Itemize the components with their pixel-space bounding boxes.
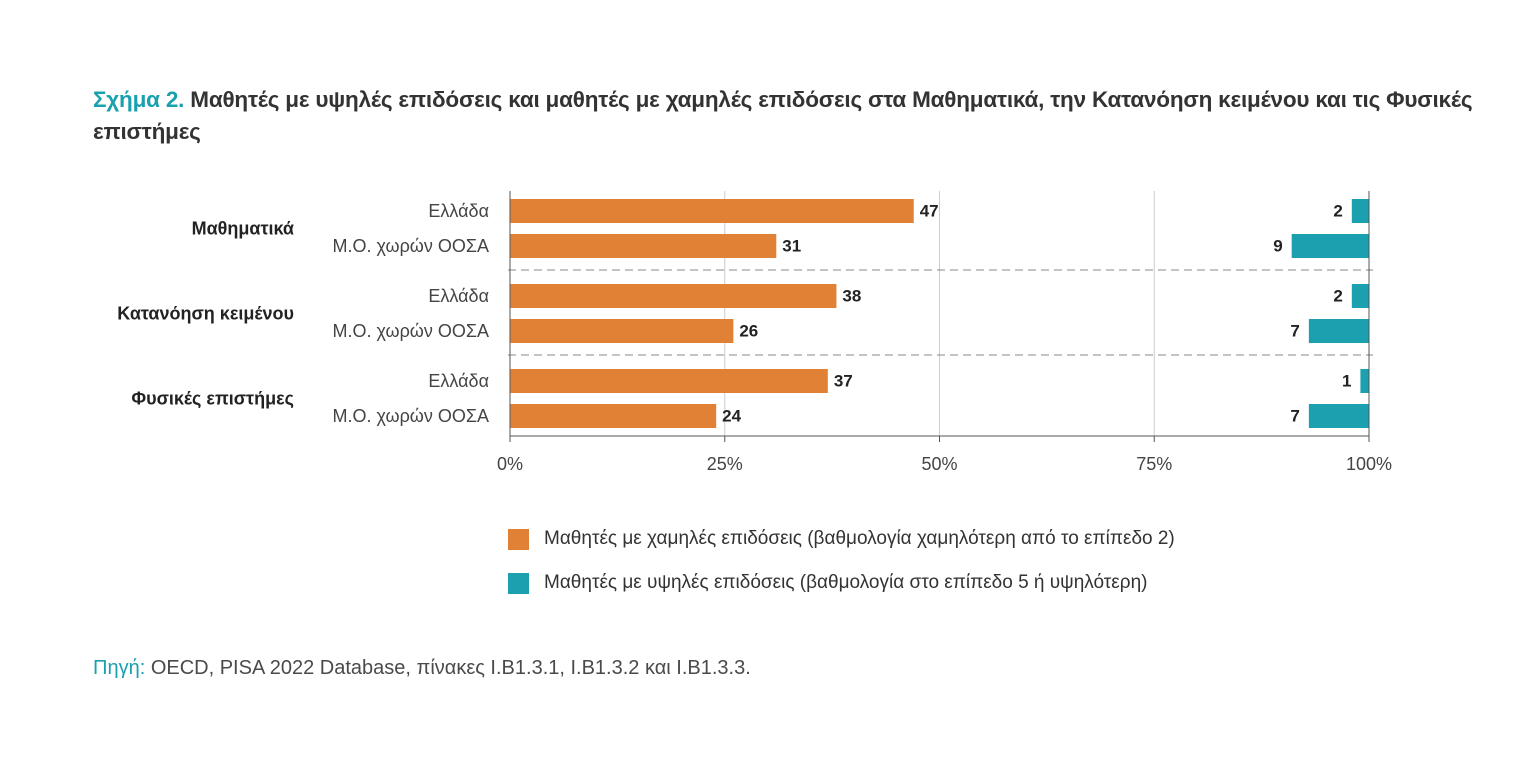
value-label-low: 38	[842, 287, 861, 306]
chart-title: Σχήμα 2. Μαθητές με υψηλές επιδόσεις και…	[93, 84, 1473, 148]
value-label-low: 24	[722, 407, 741, 426]
source-text: OECD, PISA 2022 Database, πίνακες I.B1.3…	[150, 657, 751, 679]
legend: Μαθητές με χαμηλές επιδόσεις (βαθμολογία…	[508, 527, 1175, 615]
legend-label-low: Μαθητές με χαμηλές επιδόσεις (βαθμολογία…	[544, 528, 1175, 549]
legend-item-low: Μαθητές με χαμηλές επιδόσεις (βαθμολογία…	[508, 527, 1175, 551]
x-tick-label: 0%	[497, 454, 523, 474]
row-label: Ελλάδα	[428, 371, 489, 391]
value-label-high: 7	[1290, 407, 1299, 426]
legend-item-high: Μαθητές με υψηλές επιδόσεις (βαθμολογία …	[508, 571, 1175, 595]
row-label: Μ.Ο. χωρών ΟΟΣΑ	[333, 406, 489, 426]
value-label-high: 2	[1333, 202, 1342, 221]
bar-low	[510, 284, 837, 308]
x-tick-label: 25%	[707, 454, 743, 474]
x-tick-label: 100%	[1346, 454, 1392, 474]
value-label-high: 2	[1333, 287, 1342, 306]
bar-high	[1291, 234, 1369, 258]
value-label-high: 7	[1290, 322, 1299, 341]
value-label-low: 31	[782, 237, 801, 256]
bar-chart: Μαθηματικά Ελλάδα 47 2 Μ.Ο. χωρών ΟΟΣΑ 31 9 Κατ…	[117, 191, 1392, 474]
legend-swatch-high	[508, 572, 529, 594]
row-label: Ελλάδα	[428, 286, 489, 306]
source-note: Πηγή: OECD, PISA 2022 Database, πίνακες …	[93, 657, 751, 680]
x-tick-label: 50%	[921, 454, 957, 474]
bar-high	[1360, 369, 1369, 393]
value-label-low: 47	[920, 202, 939, 221]
row-label: Μ.Ο. χωρών ΟΟΣΑ	[333, 236, 489, 256]
source-prefix: Πηγή:	[93, 657, 146, 679]
x-tick-label: 75%	[1136, 454, 1172, 474]
row-label: Ελλάδα	[428, 201, 489, 221]
value-label-low: 26	[739, 322, 758, 341]
row-label: Μ.Ο. χωρών ΟΟΣΑ	[333, 321, 489, 341]
legend-swatch-low	[508, 528, 529, 550]
value-label-low: 37	[834, 372, 853, 391]
figure-title-text: Μαθητές με υψηλές επιδόσεις και μαθητές …	[93, 87, 1473, 144]
value-label-high: 9	[1273, 237, 1282, 256]
group-label-0: Μαθηματικά	[192, 219, 294, 239]
bar-low	[510, 234, 777, 258]
bar-low	[510, 199, 914, 223]
group-label-2: Φυσικές επιστήμες	[131, 389, 294, 409]
bar-low	[510, 369, 828, 393]
bar-high	[1351, 199, 1369, 223]
group-label-1: Κατανόηση κειμένου	[117, 304, 294, 324]
bar-low	[510, 319, 734, 343]
bar-high	[1308, 404, 1369, 428]
value-label-high: 1	[1342, 372, 1351, 391]
legend-label-high: Μαθητές με υψηλές επιδόσεις (βαθμολογία …	[544, 572, 1148, 593]
figure-number: Σχήμα 2.	[93, 87, 185, 112]
bar-high	[1351, 284, 1369, 308]
bar-low	[510, 404, 717, 428]
bar-high	[1308, 319, 1369, 343]
